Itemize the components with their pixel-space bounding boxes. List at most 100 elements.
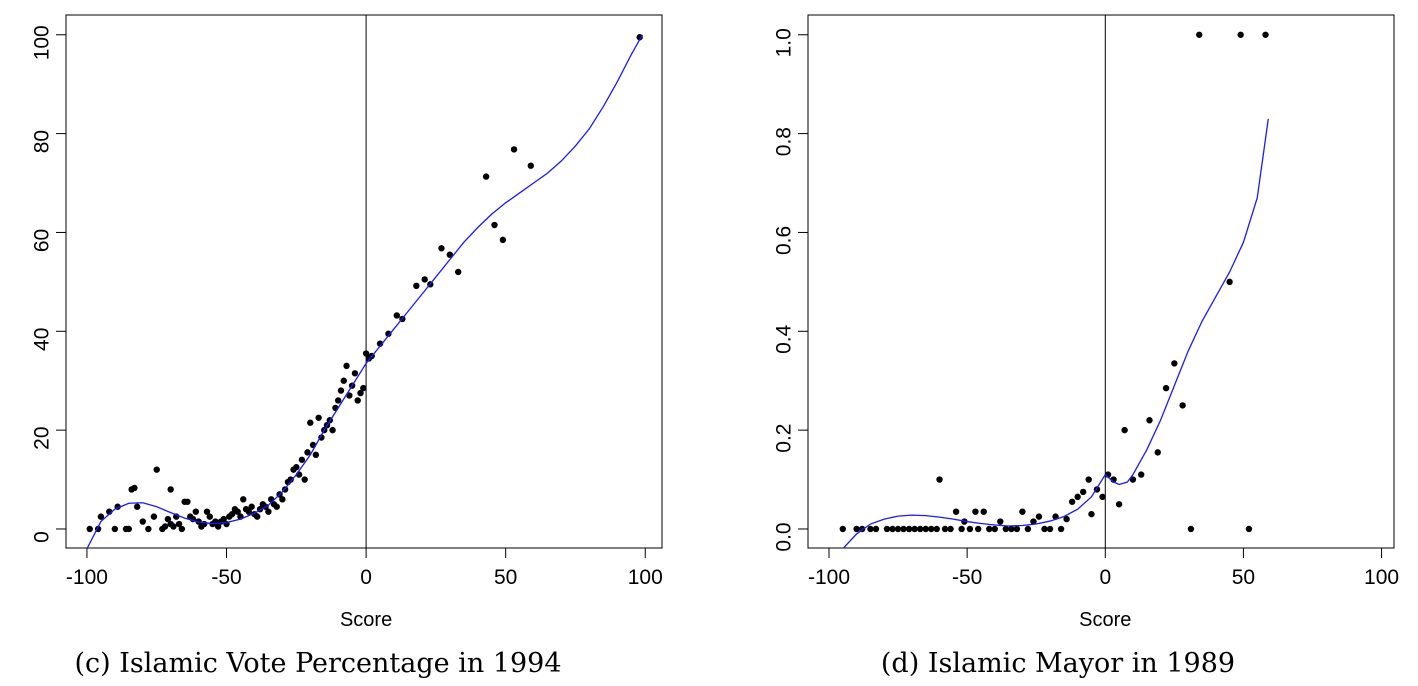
data-point <box>867 525 874 533</box>
data-point <box>980 508 987 515</box>
data-point <box>1030 518 1037 525</box>
data-point <box>1079 488 1087 496</box>
data-point <box>527 162 534 169</box>
data-point <box>287 476 294 483</box>
data-point <box>206 513 213 520</box>
y-tick-label: 0 <box>31 531 54 543</box>
data-point <box>254 513 261 520</box>
data-point <box>1085 476 1092 483</box>
data-point <box>1008 525 1015 533</box>
data-point <box>346 392 353 399</box>
data-point <box>220 515 227 523</box>
x-tick-label: 50 <box>1232 566 1255 589</box>
data-point <box>936 476 943 483</box>
data-point <box>1041 525 1048 533</box>
panel: -100 -50 0 50 100 0 20 40 60 80 100 Score (c) Islami… <box>31 14 663 679</box>
data-point <box>958 525 965 533</box>
data-point <box>145 525 152 533</box>
data-point <box>928 525 935 533</box>
data-point <box>150 513 158 520</box>
data-point <box>307 419 314 426</box>
data-point <box>214 523 222 530</box>
y-tick-label: 20 <box>31 426 54 449</box>
x-tick-label: 0 <box>1099 566 1111 589</box>
x-tick-label: -100 <box>808 566 850 589</box>
data-point <box>1171 360 1178 367</box>
data-point <box>343 362 350 370</box>
x-axis-label: Score <box>1079 609 1131 631</box>
data-point <box>1121 426 1128 434</box>
data-point <box>304 449 311 456</box>
y-tick-label: 0.6 <box>773 226 796 255</box>
data-point <box>178 525 186 533</box>
panel: -100 -50 0 50 100 0.0 0.2 0.4 0.6 0.8 1.0 Score (d) … <box>773 14 1399 679</box>
data-point <box>1154 449 1161 456</box>
data-point <box>413 282 420 290</box>
x-tick-label: 100 <box>1364 566 1399 589</box>
data-point <box>966 525 974 533</box>
data-point <box>1129 476 1137 483</box>
data-point <box>1196 31 1203 38</box>
plot-area <box>86 15 644 548</box>
data-point <box>1035 513 1043 520</box>
x-axis-label: Score <box>340 609 392 631</box>
data-point <box>991 525 998 533</box>
data-point <box>1019 508 1026 515</box>
caption: (d) Islamic Mayor in 1989 <box>881 648 1235 679</box>
data-point <box>133 503 141 510</box>
data-point <box>340 377 347 384</box>
data-point <box>1146 417 1153 424</box>
x-tick-label: 50 <box>494 566 517 589</box>
data-point <box>1074 493 1081 501</box>
data-point <box>131 484 138 492</box>
data-point <box>228 510 236 518</box>
data-point <box>455 268 462 276</box>
data-point <box>184 498 191 505</box>
data-point <box>1179 402 1186 409</box>
data-point <box>510 146 518 153</box>
data-point <box>167 486 174 493</box>
data-point <box>312 451 320 459</box>
data-point <box>153 466 160 473</box>
data-point <box>139 518 146 525</box>
x-tick-label: -100 <box>66 566 108 589</box>
plot-frame <box>65 14 663 549</box>
x-tick-label: 0 <box>360 566 372 589</box>
data-point <box>362 350 370 357</box>
data-point <box>245 508 253 515</box>
data-point <box>97 513 105 520</box>
data-point <box>922 525 929 533</box>
y-tick-label: 1.0 <box>773 28 796 57</box>
data-point <box>947 525 954 533</box>
y-tick-label: 40 <box>31 328 54 351</box>
data-point <box>839 525 847 533</box>
fit-curve <box>842 118 1269 548</box>
data-point <box>1245 525 1253 533</box>
data-point <box>1013 525 1021 533</box>
data-point <box>360 384 367 392</box>
data-point <box>329 426 336 434</box>
y-tick-label: 100 <box>31 25 54 60</box>
data-point <box>376 340 384 347</box>
data-point <box>883 525 891 533</box>
data-point <box>298 456 306 463</box>
x-tick-label: -50 <box>952 566 982 589</box>
data-point <box>997 518 1004 525</box>
data-point <box>161 523 169 530</box>
data-point <box>1226 278 1233 286</box>
data-point <box>354 397 361 404</box>
data-point <box>911 525 918 533</box>
data-point <box>203 508 211 515</box>
data-point <box>491 221 498 229</box>
data-point <box>421 276 428 283</box>
data-point <box>900 525 907 533</box>
data-point <box>1237 31 1244 38</box>
data-point <box>986 525 993 533</box>
x-tick-label: -50 <box>211 566 241 589</box>
data-point <box>894 525 902 533</box>
y-tick-label: 80 <box>31 130 54 153</box>
data-point <box>972 508 979 515</box>
data-point <box>1024 525 1032 533</box>
data-point <box>170 523 177 530</box>
